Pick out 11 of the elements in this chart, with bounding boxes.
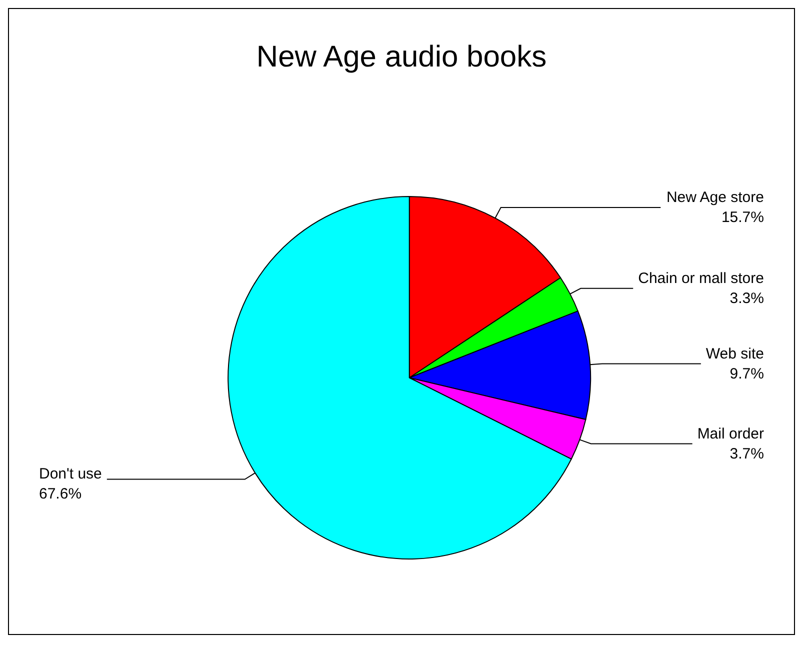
data-label: 15.7% [721, 209, 764, 226]
data-label: 67.6% [39, 485, 82, 502]
data-label: 9.7% [730, 365, 764, 382]
slice-label: Don't use [39, 465, 102, 482]
chart-title: New Age audio books [256, 40, 547, 74]
data-label: 3.3% [730, 290, 764, 307]
slice-label: Mail order [697, 425, 764, 442]
slice-label: Web site [706, 345, 764, 362]
slice-label: Chain or mall store [638, 270, 764, 287]
data-label: 3.7% [730, 445, 764, 462]
slice-label: New Age store [666, 189, 764, 206]
